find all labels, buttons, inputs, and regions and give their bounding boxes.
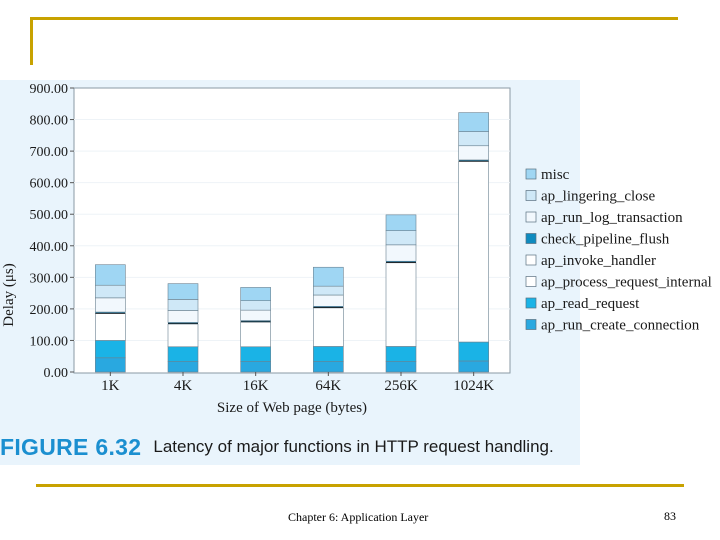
- bar-segment-ap-read-request-64K: [313, 346, 344, 362]
- bar-segment-ap-read-request-16K: [240, 346, 271, 362]
- bar-segment-ap-process-request-internal-1K: [95, 313, 126, 341]
- bar-segment-ap-invoke-handler-16K: [240, 321, 271, 323]
- bar-segment-check-pipeline-flush-64K: [313, 306, 344, 308]
- bar-segment-ap-run-log-transaction-4K: [167, 310, 199, 323]
- bar-segment-check-pipeline-flush-16K: [240, 320, 271, 322]
- x-tick-label-256K: 256K: [384, 378, 418, 394]
- figure-number: FIGURE 6.32: [0, 433, 142, 460]
- legend-swatch-ap-lingering-close: [525, 190, 537, 201]
- y-axis-label: Delay (μs): [1, 263, 17, 326]
- y-tick-label: 100.00: [30, 334, 69, 349]
- bar-segment-ap-read-request-1024K: [458, 341, 489, 362]
- legend-label-check-pipeline-flush: check_pipeline_flush: [541, 232, 670, 248]
- bar-segment-ap-process-request-internal-256K: [385, 262, 417, 347]
- bar-segment-ap-lingering-close-4K: [167, 299, 199, 311]
- bar-segment-ap-read-request-1K: [95, 340, 126, 359]
- x-tick-label-64K: 64K: [315, 378, 341, 394]
- bar-segment-check-pipeline-flush-256K: [386, 261, 416, 263]
- bar-segment-ap-invoke-handler-4K: [168, 323, 198, 325]
- y-tick-label: 600.00: [30, 177, 69, 192]
- x-axis-label: Size of Web page (bytes): [217, 400, 367, 416]
- bar-segment-ap-run-create-connection-4K: [167, 361, 199, 373]
- bar-segment-misc-1024K: [458, 112, 489, 132]
- bar-segment-check-pipeline-flush-1024K: [458, 159, 489, 161]
- page-number: 83: [664, 509, 676, 523]
- bar-segment-ap-run-create-connection-256K: [385, 361, 417, 373]
- y-tick-label: 0.00: [44, 366, 69, 381]
- bar-segment-ap-run-log-transaction-256K: [385, 244, 417, 262]
- bar-segment-misc-16K: [240, 287, 271, 301]
- bar-segment-ap-process-request-internal-1024K: [458, 161, 489, 343]
- y-tick-label: 500.00: [30, 208, 69, 223]
- y-tick-label: 300.00: [30, 271, 69, 286]
- bar-segment-ap-run-create-connection-64K: [313, 361, 344, 373]
- legend-swatch-ap-run-create-connection: [525, 319, 537, 330]
- legend-swatch-ap-run-log-transaction: [525, 211, 537, 223]
- bar-segment-ap-run-create-connection-16K: [240, 361, 271, 373]
- legend-swatch-check-pipeline-flush: [525, 233, 537, 244]
- legend-swatch-ap-process-request-internal: [525, 276, 537, 287]
- bar-segment-misc-4K: [167, 283, 199, 300]
- legend: misc ap_lingering_close ap_run_log_transac…: [525, 167, 712, 334]
- bar-segment-ap-invoke-handler-64K: [313, 306, 344, 308]
- y-tick-label: 200.00: [30, 303, 69, 318]
- bar-segment-misc-64K: [313, 266, 344, 287]
- gridlines: [74, 119, 510, 341]
- footer-chapter: Chapter 6: Application Layer: [288, 510, 429, 524]
- bar-segment-ap-lingering-close-256K: [385, 230, 417, 246]
- y-tick-label: 700.00: [30, 145, 69, 160]
- y-tick-labels: 0.00 100.00 200.00 300.00 400.00 500.00 600.00…: [30, 82, 74, 381]
- y-tick-label: 400.00: [30, 240, 69, 255]
- legend-label-misc: misc: [541, 167, 570, 183]
- y-tick-label: 900.00: [30, 82, 69, 97]
- bar-segment-ap-invoke-handler-256K: [386, 261, 416, 263]
- bar-segment-ap-run-log-transaction-64K: [313, 294, 344, 307]
- figure-caption: FIGURE 6.32 Latency of major functions i…: [0, 430, 620, 464]
- legend-label-ap-read-request: ap_read_request: [541, 296, 640, 312]
- bar-segment-ap-lingering-close-16K: [240, 300, 271, 311]
- x-tick-label-1024K: 1024K: [453, 378, 494, 394]
- bar-segment-ap-lingering-close-1024K: [458, 131, 489, 147]
- legend-label-ap-run-create-connection: ap_run_create_connection: [541, 318, 700, 334]
- bar-segment-misc-256K: [385, 214, 417, 231]
- x-tick-labels: 1K 4K 16K 64K 256K 1024K: [101, 372, 494, 394]
- bar-segment-ap-run-create-connection-1024K: [458, 360, 489, 373]
- bottom-rule: [36, 484, 684, 487]
- bar-segment-ap-process-request-internal-64K: [313, 307, 344, 347]
- bar-segment-misc-1K: [95, 264, 126, 286]
- legend-swatch-misc: [525, 168, 537, 180]
- x-tick-label-1K: 1K: [101, 378, 120, 394]
- bar-segment-ap-run-log-transaction-1K: [95, 297, 126, 313]
- top-rule: [30, 17, 678, 20]
- bar-segment-ap-run-create-connection-1K: [95, 357, 126, 373]
- bar-segment-ap-run-log-transaction-16K: [240, 309, 271, 321]
- y-tick-label: 800.00: [30, 114, 69, 129]
- bars: [95, 112, 489, 373]
- bar-segment-check-pipeline-flush-1K: [95, 312, 126, 313]
- bar-segment-ap-run-log-transaction-1024K: [458, 145, 489, 161]
- bar-segment-ap-process-request-internal-4K: [167, 323, 199, 348]
- bar-segment-ap-read-request-256K: [385, 346, 417, 362]
- bar-segment-ap-invoke-handler-1K: [95, 312, 126, 314]
- bar-segment-ap-lingering-close-64K: [313, 285, 344, 296]
- legend-label-ap-process-request-internal: ap_process_request_internal: [541, 275, 712, 291]
- bar-segment-ap-invoke-handler-1024K: [458, 160, 489, 162]
- latency-chart: 0.00 100.00 200.00 300.00 400.00 500.00 600.00…: [1, 82, 712, 416]
- x-tick-label-4K: 4K: [174, 378, 193, 394]
- legend-swatch-ap-invoke-handler: [525, 254, 537, 266]
- legend-label-ap-invoke-handler: ap_invoke_handler: [541, 253, 656, 269]
- plot-area: [73, 87, 511, 374]
- legend-swatch-ap-read-request: [525, 297, 537, 309]
- figure-caption-text: Latency of major functions in HTTP reque…: [153, 437, 554, 456]
- bar-segment-check-pipeline-flush-4K: [168, 322, 198, 324]
- bar-segment-ap-process-request-internal-16K: [240, 321, 271, 348]
- x-tick-label-16K: 16K: [243, 378, 269, 394]
- bar-segment-ap-lingering-close-1K: [95, 284, 126, 299]
- left-rule: [30, 17, 33, 65]
- legend-label-ap-run-log-transaction: ap_run_log_transaction: [541, 210, 683, 226]
- legend-label-ap-lingering-close: ap_lingering_close: [541, 189, 655, 205]
- bar-segment-ap-read-request-4K: [167, 346, 199, 362]
